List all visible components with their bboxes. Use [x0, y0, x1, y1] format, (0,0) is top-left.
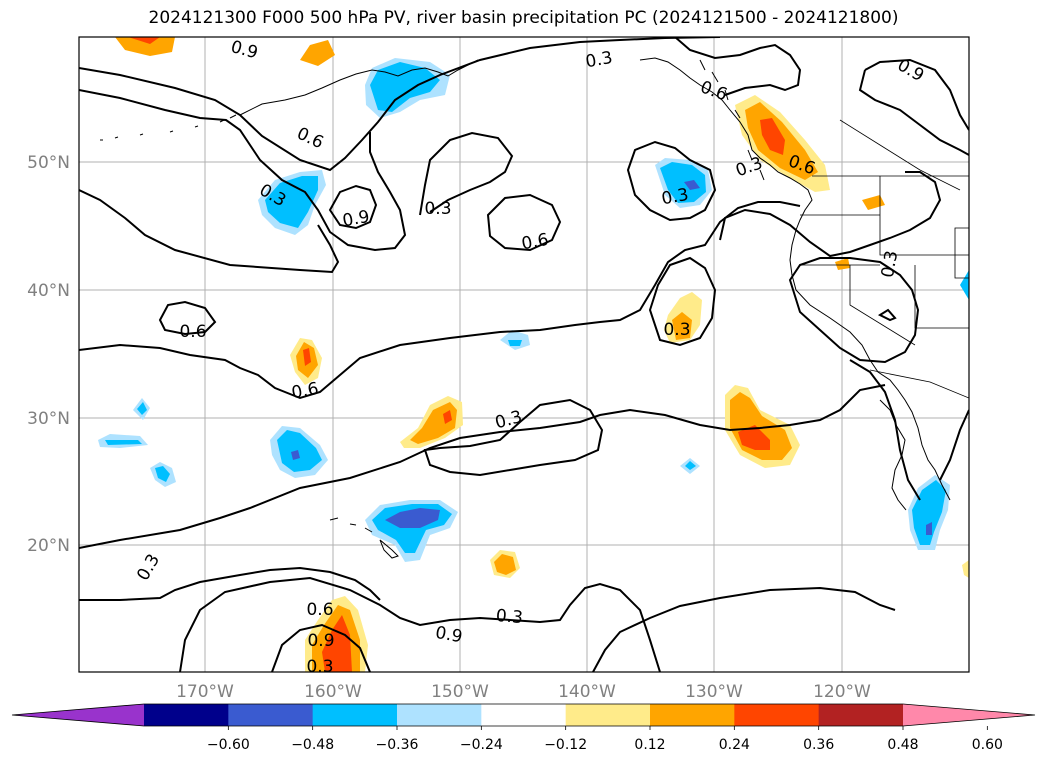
contour-label: 0.9 [229, 37, 260, 63]
map-title: 2024121300 F000 500 hPa PV, river basin … [148, 8, 899, 28]
precip-positive-area [738, 425, 770, 450]
lon-label: 120°W [813, 682, 871, 702]
contour-label: 0.3 [663, 320, 690, 340]
colorbar-outline [11, 703, 1036, 727]
colorbar-segment [565, 704, 651, 726]
colorbar-segment [144, 704, 229, 726]
lat-label: 30°N [27, 409, 70, 429]
contour-label: 0.9 [341, 207, 371, 231]
precip-negative-area [960, 270, 969, 300]
lat-label: 40°N [27, 281, 70, 301]
lon-label: 130°W [685, 682, 743, 702]
coastlines [100, 57, 951, 559]
precip-positive-area [115, 37, 175, 56]
precip-positive-area [300, 40, 335, 66]
contour-label: 0.6 [290, 379, 320, 403]
colorbar-tick-label: −0.24 [460, 737, 503, 753]
precip-positive-area [672, 312, 692, 340]
contour-label: 0.3 [133, 551, 164, 584]
colorbar-segment [818, 704, 904, 726]
graticule [79, 37, 969, 672]
contour-label: 0.3 [306, 657, 333, 677]
precip-negative-area [155, 466, 170, 482]
lon-label: 150°W [431, 682, 489, 702]
precip-negative-area [137, 402, 147, 415]
precip-positive-area [494, 554, 516, 575]
contour-label: 0.3 [660, 185, 690, 209]
colorbar-tick-label: −0.60 [207, 737, 250, 753]
latitude-labels: 50°N 40°N 30°N 20°N [27, 153, 70, 556]
precip-negative-area [105, 440, 142, 445]
lat-label: 50°N [27, 153, 70, 173]
colorbar-segment [734, 704, 820, 726]
contour-label: 0.6 [698, 77, 730, 105]
colorbar-tick-label: −0.48 [291, 737, 334, 753]
colorbar-tick-label: −0.36 [376, 737, 419, 753]
precip-positive-area [410, 402, 457, 444]
contour-label: 0.6 [306, 600, 333, 620]
precip-negative-area [926, 522, 932, 535]
colorbar-tick-label: −0.12 [544, 737, 587, 753]
lat-label: 20°N [27, 536, 70, 556]
colorbar-tick-label: 0.24 [719, 737, 750, 753]
contour-label: 0.3 [584, 48, 614, 72]
colorbar-tick-label: 0.48 [887, 737, 918, 753]
colorbar-tick-label: 0.60 [972, 737, 1003, 753]
precip-negative-area [370, 62, 440, 112]
precip-positive-area [128, 37, 160, 44]
colorbar-segment [481, 704, 567, 726]
precip-anomaly-shading [98, 37, 969, 672]
contour-label: 0.6 [294, 124, 327, 154]
contour-label: 0.6 [520, 230, 550, 254]
contour-label: 0.3 [878, 249, 902, 279]
lon-label: 160°W [304, 682, 362, 702]
precip-negative-area [277, 430, 322, 472]
colorbar-tick-label: 0.12 [634, 737, 665, 753]
precip-negative-area [684, 180, 700, 190]
precip-negative-area [291, 450, 300, 460]
map-frame [78, 36, 970, 673]
colorbar: −0.60 −0.48 −0.36 −0.24 −0.12 0.12 0.24 0.36 0.4… [11, 703, 1036, 753]
lon-label: 140°W [558, 682, 616, 702]
colorbar-segment [650, 704, 735, 726]
contour-label: 0.9 [307, 631, 334, 651]
precip-positive-area [443, 410, 452, 424]
longitude-labels: 170°W 160°W 150°W 140°W 130°W 120°W [176, 682, 871, 702]
precip-negative-area [385, 508, 440, 528]
precip-negative-area [660, 162, 706, 203]
colorbar-segment [228, 704, 314, 726]
contour-label: 0.3 [424, 199, 451, 219]
precip-positive-area [760, 118, 785, 155]
precip-positive-area [962, 560, 969, 578]
colorbar-segment [397, 704, 482, 726]
colorbar-extend-min [12, 704, 144, 726]
colorbar-extend-max [903, 704, 1035, 726]
precip-positive-area [835, 258, 850, 270]
precip-negative-area [685, 461, 696, 470]
precip-positive-area [322, 615, 352, 672]
colorbar-tick-label: 0.36 [803, 737, 834, 753]
pv-contours [79, 37, 969, 672]
contour-label: 0.9 [434, 623, 464, 647]
precip-positive-area [862, 195, 885, 210]
precip-negative-area [508, 340, 522, 346]
precip-negative-area [912, 480, 946, 545]
precip-negative-area [265, 176, 318, 228]
colorbar-segment [312, 704, 398, 726]
lon-label: 170°W [176, 682, 234, 702]
contour-label: 0.6 [179, 322, 206, 342]
contour-label: 0.3 [495, 606, 524, 628]
precip-positive-area [303, 348, 311, 366]
contour-labels: 0.9 0.3 0.6 0.6 0.3 0.9 0.3 0.6 0.6 0.3 0.3 0.3 0.6 0… [133, 37, 927, 677]
